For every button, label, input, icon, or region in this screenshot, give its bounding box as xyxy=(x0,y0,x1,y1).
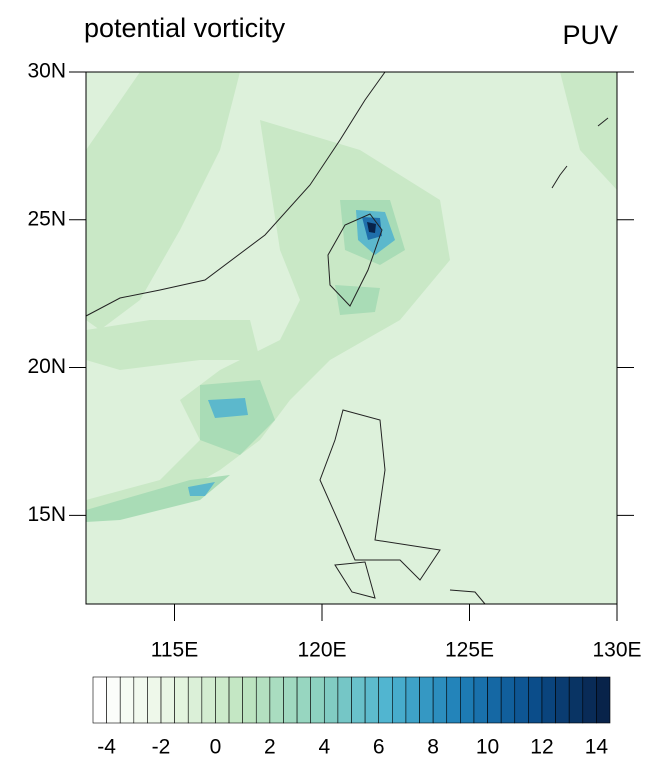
colorbar-box xyxy=(405,676,420,724)
colorbar-box xyxy=(337,676,352,724)
x-tick-label: 125E xyxy=(445,639,494,662)
colorbar-box xyxy=(201,676,216,724)
colorbar-box xyxy=(473,676,488,724)
colorbar-box xyxy=(419,676,434,724)
colorbar-box xyxy=(269,676,284,724)
colorbar-box xyxy=(446,676,461,724)
y-tick-label: 15N xyxy=(27,503,66,526)
colorbar-box xyxy=(283,676,298,724)
y-tick-label: 25N xyxy=(27,207,66,230)
colorbar-box xyxy=(187,676,203,724)
coastlines xyxy=(85,71,609,605)
colorbar-label: 0 xyxy=(210,736,222,759)
colorbar-box xyxy=(174,676,189,724)
colorbar-box xyxy=(310,676,325,724)
colorbar-box xyxy=(392,676,407,724)
colorbar-box xyxy=(147,676,162,724)
colorbar-box xyxy=(255,676,271,724)
x-tick-label: 120E xyxy=(297,639,346,662)
colorbar-box xyxy=(92,676,107,724)
y-tick-label: 20N xyxy=(27,355,66,378)
colorbar-label: -2 xyxy=(152,736,171,759)
colorbar-box xyxy=(296,676,311,724)
colorbar-box xyxy=(582,676,597,724)
colorbar-box xyxy=(528,676,543,724)
colorbar-box xyxy=(364,676,380,724)
colorbar-label: 2 xyxy=(264,736,276,759)
title: potential vorticity xyxy=(84,13,286,43)
colorbar-box xyxy=(487,676,502,724)
colorbar-box xyxy=(500,676,516,724)
colorbar-box xyxy=(514,676,529,724)
colorbar-box xyxy=(460,676,475,724)
colorbar-label: 4 xyxy=(318,736,330,759)
colorbar-label: 10 xyxy=(476,736,499,759)
x-tick-label: 115E xyxy=(151,639,199,662)
colorbar-box xyxy=(215,676,230,724)
colorbar-box xyxy=(555,676,570,724)
colorbar-box xyxy=(119,676,135,724)
right-title: PUV xyxy=(562,20,618,50)
map-field xyxy=(86,72,617,604)
colorbar-label: 6 xyxy=(373,736,385,759)
colorbar-box xyxy=(228,676,243,724)
colorbar-box xyxy=(133,676,148,724)
colorbar-label: 8 xyxy=(427,736,439,759)
colorbar-box xyxy=(160,676,175,724)
colorbar-box xyxy=(568,676,584,724)
colorbar-box xyxy=(242,676,257,724)
colorbar-label: 12 xyxy=(530,736,553,759)
colorbar-label: -4 xyxy=(97,736,116,759)
colorbar-box xyxy=(432,676,448,724)
x-tick-label: 130E xyxy=(592,639,641,662)
colorbar-box xyxy=(541,676,556,724)
y-tick-label: 30N xyxy=(27,60,66,83)
map-frame xyxy=(85,71,618,605)
colorbar-box xyxy=(323,676,339,724)
colorbar-label: 14 xyxy=(585,736,609,759)
colorbar-box xyxy=(106,676,121,724)
colorbar-box xyxy=(378,676,393,724)
colorbar-box xyxy=(351,676,366,724)
colorbar-box xyxy=(596,676,611,724)
